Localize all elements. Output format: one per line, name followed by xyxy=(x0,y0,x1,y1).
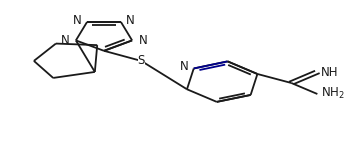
Text: N: N xyxy=(139,34,147,47)
Text: N: N xyxy=(126,14,135,27)
Text: S: S xyxy=(138,54,145,67)
Text: NH$_2$: NH$_2$ xyxy=(321,86,344,101)
Text: N: N xyxy=(180,60,188,73)
Text: N: N xyxy=(61,34,69,47)
Text: N: N xyxy=(73,14,82,27)
Text: NH: NH xyxy=(321,66,338,79)
